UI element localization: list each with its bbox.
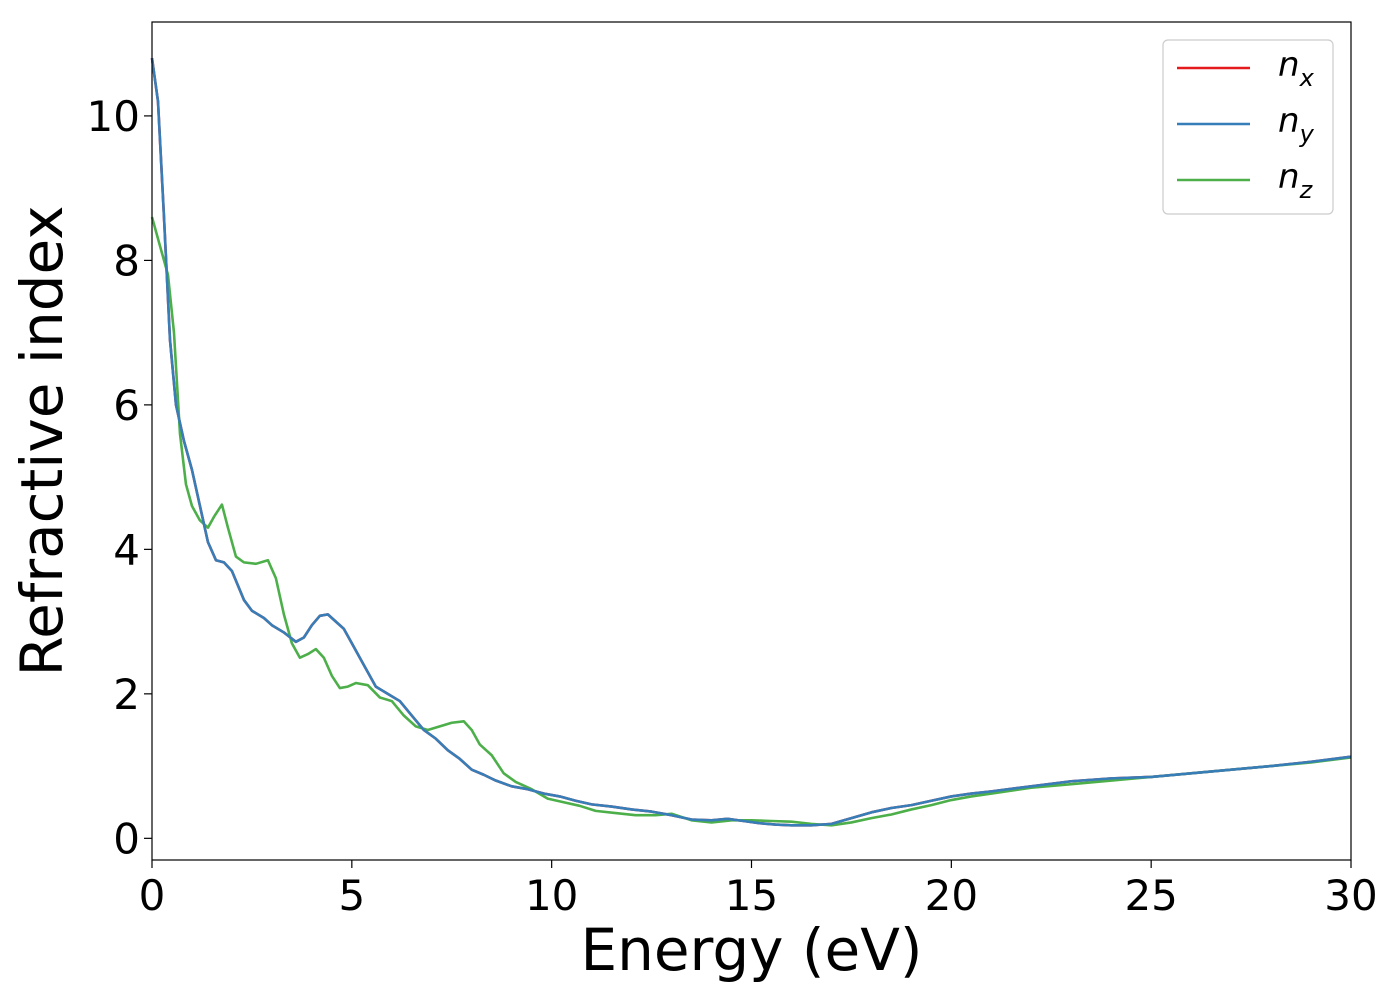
y-tick-label: 0 [113,814,140,863]
y-tick-label: 8 [113,236,140,285]
x-tick-label: 0 [139,871,166,920]
y-tick-label: 4 [113,525,140,574]
y-tick-label: 10 [87,92,140,141]
series-line-nz [150,216,1352,827]
x-axis: 0 5 10 15 20 25 30 [139,860,1378,920]
x-tick-label: 10 [525,871,578,920]
x-tick-label: 25 [1124,871,1177,920]
series-line-ny [150,57,1352,827]
y-axis-title: Refractive index [8,205,76,676]
y-tick-label: 6 [113,381,140,430]
x-tick-label: 15 [725,871,778,920]
x-tick-label: 5 [338,871,365,920]
legend-label-nz: nz [1278,157,1314,204]
legend-label-nx: nx [1278,45,1315,92]
y-tick-label: 2 [113,670,140,719]
legend: nx ny nz [1162,39,1334,215]
legend-frame [1162,39,1334,215]
y-axis: 0 2 4 6 8 10 [87,92,152,863]
x-tick-label: 30 [1324,871,1377,920]
x-axis-title: Energy (eV) [580,916,922,984]
x-tick-label: 20 [925,871,978,920]
plot-area [152,22,1351,860]
legend-label-ny: ny [1278,101,1315,148]
series-layer [150,57,1352,827]
